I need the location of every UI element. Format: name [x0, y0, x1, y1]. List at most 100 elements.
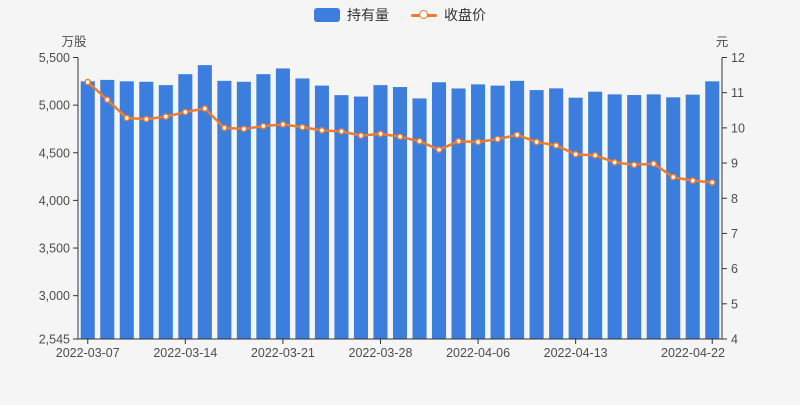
x-axis-tick-label: 2022-03-07	[56, 346, 120, 360]
bar-holdings	[373, 85, 388, 339]
close-price-point	[221, 124, 228, 132]
bar-holdings	[490, 85, 505, 339]
bar-holdings	[139, 81, 154, 339]
legend-item-close-price[interactable]: 收盘价	[411, 5, 486, 25]
close-price-point	[123, 114, 131, 122]
right-axis-tick-label: 9	[731, 157, 738, 171]
close-price-point	[279, 121, 287, 128]
bar-holdings	[256, 74, 271, 340]
bar-holdings	[158, 85, 173, 339]
close-price-point	[689, 177, 697, 185]
bar-holdings	[236, 81, 251, 339]
close-price-point	[591, 151, 599, 159]
close-price-point	[162, 113, 170, 120]
right-axis-tick-label: 10	[731, 121, 745, 135]
close-price-point	[357, 132, 365, 139]
close-price-point	[474, 138, 482, 146]
close-price-point	[142, 115, 150, 123]
x-axis-tick-label: 2022-03-14	[153, 346, 217, 360]
x-axis-tick-label: 2022-04-06	[446, 346, 510, 360]
close-price-point	[669, 173, 677, 181]
bar-holdings	[607, 94, 622, 340]
close-price-point	[435, 146, 443, 154]
left-axis-tick-label: 4,000	[39, 194, 70, 208]
bar-holdings	[412, 98, 427, 340]
close-price-point	[84, 78, 92, 86]
right-axis-tick-label: 5	[731, 297, 738, 311]
close-price-point	[572, 150, 579, 158]
bar-holdings	[197, 65, 212, 340]
close-price-point	[455, 137, 462, 145]
close-price-point	[201, 105, 209, 112]
right-axis-tick-label: 6	[731, 262, 738, 276]
bar-holdings	[666, 97, 681, 339]
bar-holdings	[568, 97, 583, 339]
close-price-point	[552, 142, 560, 149]
close-price-point	[338, 128, 345, 135]
close-price-point	[299, 123, 306, 131]
close-price-point	[494, 135, 501, 143]
bar-holdings	[100, 79, 115, 339]
bar-holdings	[275, 68, 290, 340]
close-price-point	[260, 122, 267, 130]
bar-holdings	[334, 95, 349, 339]
close-price-point	[513, 131, 521, 139]
bar-holdings	[510, 80, 525, 339]
right-axis-unit-label: 元	[715, 35, 729, 49]
bar-holdings	[80, 81, 95, 339]
left-axis-unit-label: 万股	[61, 35, 87, 49]
right-axis-tick-label: 8	[731, 192, 738, 206]
close-price-marker-icon	[411, 8, 437, 22]
left-axis-tick-label: 2,545	[39, 333, 70, 347]
holdings-swatch-icon	[314, 8, 340, 22]
bar-holdings	[295, 78, 310, 340]
close-price-point	[533, 138, 540, 146]
legend-close-label: 收盘价	[444, 7, 486, 23]
legend: 持有量 收盘价	[0, 5, 800, 25]
right-axis-tick-label: 7	[731, 227, 738, 241]
close-price-point	[103, 96, 111, 104]
bar-holdings	[178, 74, 193, 340]
close-price-point	[611, 159, 619, 166]
bar-holdings	[119, 81, 134, 339]
left-axis-tick-label: 5,500	[39, 51, 70, 65]
close-price-point	[377, 130, 384, 138]
bar-holdings	[471, 84, 486, 339]
x-axis-tick-label: 2022-04-22	[661, 346, 725, 360]
bar-holdings	[627, 95, 642, 339]
bar-holdings	[353, 96, 368, 339]
bar-holdings	[685, 94, 700, 340]
left-axis-tick-label: 4,500	[39, 146, 70, 160]
x-axis-tick-label: 2022-03-28	[349, 346, 413, 360]
close-price-point	[650, 160, 658, 168]
close-price-point	[181, 108, 189, 116]
close-price-point	[396, 133, 404, 141]
right-axis-tick-label: 4	[731, 333, 738, 347]
bar-holdings	[549, 88, 564, 339]
x-axis-tick-label: 2022-04-13	[544, 346, 608, 360]
close-price-point	[630, 161, 638, 169]
bar-holdings	[217, 80, 232, 339]
close-price-point	[416, 137, 423, 145]
bar-holdings	[705, 81, 720, 339]
right-axis-tick-label: 11	[731, 86, 744, 100]
bar-holdings	[646, 94, 661, 340]
left-axis-tick-label: 5,000	[39, 99, 70, 113]
bar-holdings	[451, 88, 466, 340]
bar-holdings	[588, 91, 603, 339]
close-price-point	[708, 179, 716, 186]
close-price-point	[240, 125, 248, 133]
right-axis-tick-label: 12	[731, 51, 745, 65]
bar-holdings	[314, 85, 329, 339]
bar-holdings	[432, 82, 447, 340]
close-price-point	[318, 126, 326, 134]
legend-holdings-label: 持有量	[347, 7, 389, 23]
bar-holdings	[529, 90, 544, 339]
legend-item-holdings[interactable]: 持有量	[314, 5, 389, 25]
left-axis-tick-label: 3,500	[39, 242, 70, 256]
bar-holdings	[392, 87, 408, 339]
left-axis-tick-label: 3,000	[39, 289, 70, 303]
x-axis-tick-label: 2022-03-21	[251, 346, 315, 360]
